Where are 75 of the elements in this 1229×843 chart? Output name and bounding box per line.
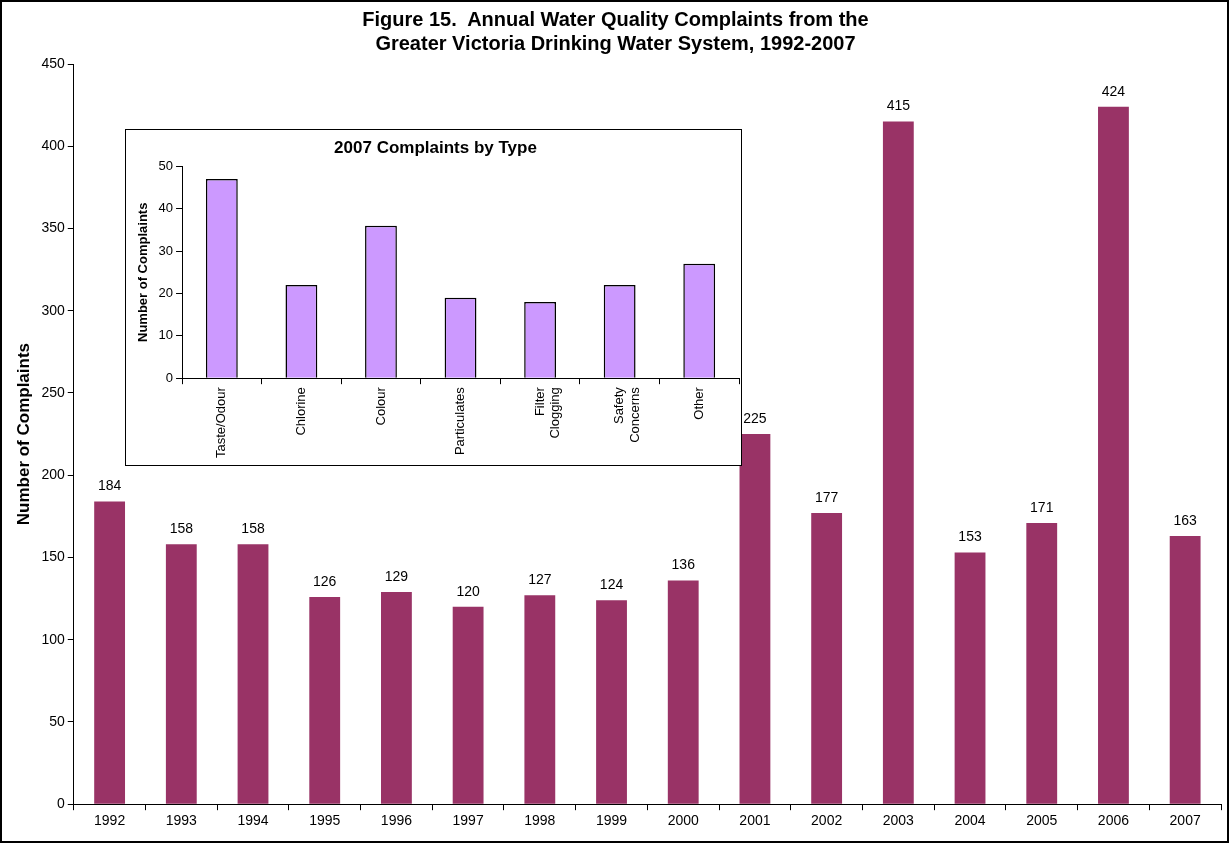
bar: [94, 501, 126, 804]
bar: [1169, 536, 1201, 804]
x-tick-label: 1996: [380, 812, 413, 829]
bar: [882, 121, 914, 804]
x-tick-label: 1994: [237, 812, 269, 829]
data-label: 158: [169, 520, 194, 537]
bar: [237, 544, 269, 804]
x-tick-label: 1999: [595, 812, 628, 829]
data-label: 171: [1030, 498, 1054, 515]
bar: [524, 595, 556, 804]
y-tick-label: 300: [41, 301, 65, 318]
data-label: 153: [958, 528, 982, 545]
x-tick-label: 1993: [165, 812, 198, 829]
y-tick-label: 50: [158, 157, 174, 173]
x-tick-label: 1995: [309, 812, 341, 829]
x-tick-label: 1998: [524, 812, 556, 829]
x-tick-label: 2004: [954, 812, 986, 829]
x-tick-label: Taste/Odour: [213, 386, 229, 459]
bar: [954, 552, 986, 804]
data-label: 158: [241, 520, 265, 537]
x-tick-label: 2006: [1097, 812, 1130, 829]
y-tick-label: 0: [56, 795, 65, 812]
bar: [309, 596, 341, 804]
chart-title: 2007 Complaints by Type: [334, 137, 537, 157]
y-tick-label: 40: [158, 200, 174, 216]
x-tick-label: Colour: [372, 386, 388, 426]
x-tick-label: 2001: [739, 812, 771, 829]
data-label: 184: [97, 477, 122, 494]
data-label: 163: [1173, 511, 1198, 528]
data-label: 225: [743, 409, 767, 426]
x-tick-label: 2007: [1169, 812, 1201, 829]
y-axis-title: Number of Complaints: [135, 202, 151, 342]
y-tick-label: 10: [158, 327, 174, 343]
x-tick-label: Particulates: [452, 386, 468, 456]
bar: [381, 592, 412, 804]
y-tick-label: 0: [165, 369, 174, 385]
data-label: 126: [313, 572, 337, 589]
data-label: 415: [886, 97, 911, 114]
y-tick-label: 350: [41, 219, 65, 236]
x-tick-label: Chlorine: [292, 387, 308, 436]
bar: [1098, 106, 1129, 804]
data-label: 124: [599, 576, 624, 593]
data-label: 424: [1101, 82, 1126, 99]
y-tick-label: 150: [41, 548, 65, 565]
bar: [739, 434, 771, 804]
bar: [667, 580, 699, 804]
y-tick-label: 100: [41, 630, 65, 647]
x-tick-label: 2003: [882, 812, 915, 829]
y-axis-title: Number of Complaints: [13, 342, 33, 526]
data-label: 120: [456, 582, 481, 599]
bar: [811, 513, 843, 804]
data-label: 129: [384, 567, 409, 584]
data-label: 136: [671, 556, 696, 573]
y-tick-label: 30: [158, 242, 174, 258]
x-tick-label: 2002: [811, 812, 843, 829]
x-tick-label: Safety Concerns: [611, 386, 642, 443]
x-tick-label: Filter Clogging: [531, 386, 563, 439]
y-tick-label: 400: [41, 137, 65, 154]
bar: [165, 544, 197, 804]
data-label: 127: [528, 571, 552, 588]
y-tick-label: 20: [158, 285, 174, 301]
x-tick-label: 2005: [1026, 812, 1058, 829]
bar: [1026, 522, 1058, 804]
x-tick-label: 1997: [452, 812, 484, 829]
chart-title: Figure 15. Annual Water Quality Complaints from the Greater Victoria Drinking Water System, 1992-2007: [362, 7, 869, 54]
y-tick-label: 50: [49, 712, 65, 729]
y-tick-label: 250: [41, 383, 65, 400]
x-tick-label: 1992: [94, 812, 126, 829]
bar: [452, 606, 484, 804]
y-tick-label: 200: [41, 466, 65, 483]
data-label: 177: [814, 488, 839, 505]
bar: [596, 600, 627, 804]
x-tick-label: Other: [690, 386, 706, 420]
x-tick-label: 2000: [667, 812, 700, 829]
y-tick-label: 450: [41, 54, 65, 71]
